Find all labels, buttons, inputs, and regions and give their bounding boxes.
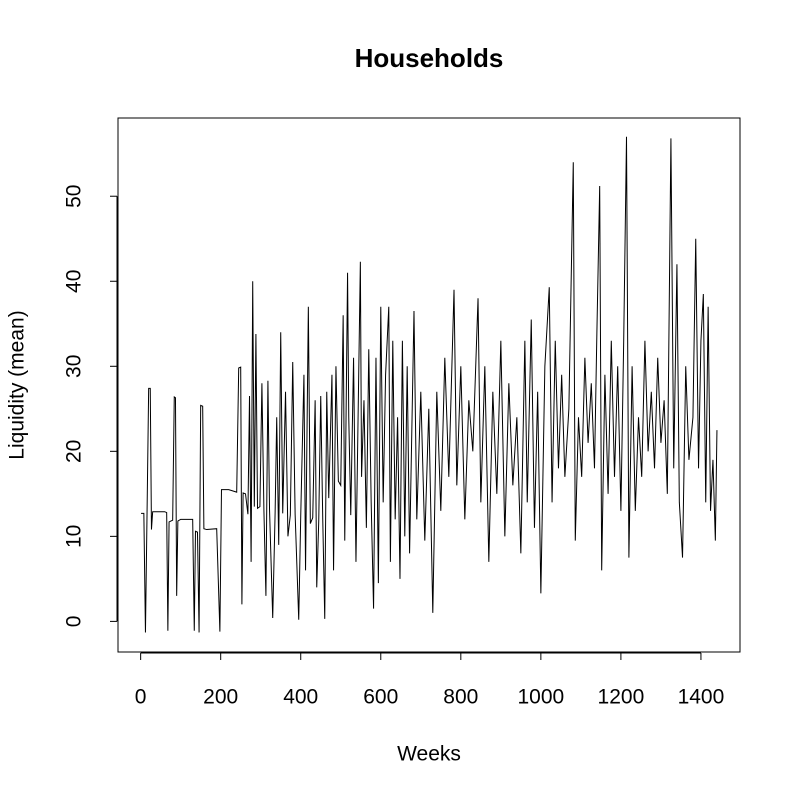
x-tick-label: 600 xyxy=(363,686,398,709)
y-tick-label: 0 xyxy=(63,616,86,628)
data-line xyxy=(141,136,718,633)
y-tick-label: 30 xyxy=(63,355,86,378)
y-tick-label: 10 xyxy=(63,525,86,548)
x-tick-label: 400 xyxy=(283,686,318,709)
x-tick-label: 800 xyxy=(443,686,478,709)
x-tick-label: 1000 xyxy=(517,686,564,709)
x-tick-label: 1400 xyxy=(678,686,725,709)
x-tick-label: 200 xyxy=(203,686,238,709)
x-tick-label: 1200 xyxy=(598,686,645,709)
y-tick-label: 40 xyxy=(63,270,86,293)
y-tick-label: 50 xyxy=(63,185,86,208)
chart-title: Households xyxy=(355,43,504,73)
x-axis-label: Weeks xyxy=(397,743,461,766)
y-axis-label: Liquidity (mean) xyxy=(6,310,29,459)
y-tick-label: 20 xyxy=(63,440,86,463)
plot-frame xyxy=(117,117,741,653)
x-tick-label: 0 xyxy=(135,686,147,709)
